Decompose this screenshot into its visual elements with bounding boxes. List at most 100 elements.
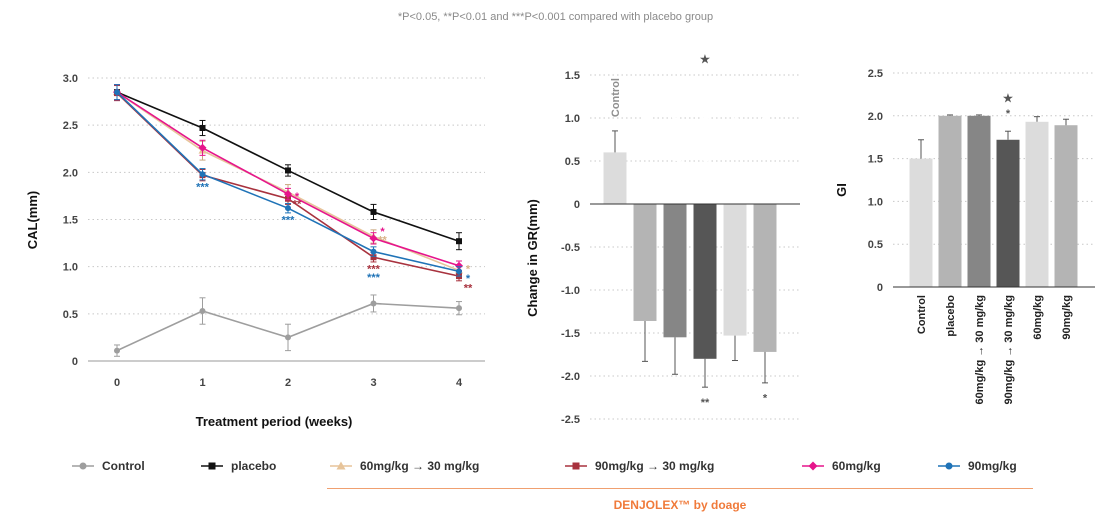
line-series-2 [116, 91, 460, 272]
gr-chart-significance-marker: ** [701, 397, 710, 409]
line-significance-marker: *** [367, 272, 381, 284]
gr-chart-category-label: 60mg/kg [730, 78, 742, 123]
line-data-point [370, 248, 377, 255]
line-chart-x-axis-title: Treatment period (weeks) [196, 414, 353, 429]
line-data-point [199, 308, 206, 315]
line-significance-marker: * [466, 273, 471, 285]
legend-label: placebo [231, 459, 277, 473]
legend-item-placebo: placebo [201, 456, 276, 476]
line-data-point [198, 143, 207, 152]
line-significance-marker: *** [196, 181, 210, 193]
line-significance-marker: ** [464, 282, 473, 294]
gr-chart-category-label: 90mg/kg [760, 78, 772, 123]
gr-chart-bar [753, 204, 777, 352]
line-chart-y-tick-label: 2.0 [63, 167, 78, 179]
legend-marker-icon [201, 462, 223, 470]
legend-label: 60mg/kg [832, 459, 881, 473]
line-data-point [285, 205, 291, 212]
gi-chart-bar [938, 115, 962, 287]
line-data-point [370, 208, 377, 215]
line-significance-marker: ** [293, 198, 302, 210]
gr-chart-category-label: 90mg/kg → 30 mg/kg [700, 78, 712, 187]
gi-chart-category-label: 90mg/kg [1061, 295, 1073, 340]
line-data-point [114, 347, 120, 354]
gr-chart-bar [663, 204, 687, 338]
legend-item-90-30: 90mg/kg → 30 mg/kg [565, 456, 714, 476]
legend-point [808, 461, 818, 471]
gr-chart-bar [603, 152, 627, 204]
line-chart-y-tick-label: 1.0 [63, 262, 78, 274]
gr-chart-category-label: 60mg/kg → 30 mg/kg [670, 78, 682, 187]
line-data-point [199, 124, 206, 131]
gr-chart-y-axis-title: Change in GR(mm) [525, 199, 540, 317]
legend-marker-icon [802, 461, 824, 471]
line-data-point [456, 238, 462, 245]
line-chart-y-tick-label: 1.5 [63, 215, 78, 227]
gr-chart-significance-marker: * [763, 393, 768, 405]
legend-label: 60mg/kg → 30 mg/kg [360, 459, 480, 473]
line-data-point [455, 261, 463, 270]
line-chart-y-tick-label: 3.0 [63, 73, 78, 85]
gi-chart-category-label: 60mg/kg [1032, 295, 1044, 340]
line-chart-y-tick-label: 0.5 [63, 309, 78, 321]
gi-chart-significance-marker: ★ [1002, 91, 1014, 106]
gi-chart-category-label: 90mg/kg → 30 mg/kg [1003, 295, 1015, 404]
gr-chart-y-tick-label: 1.0 [565, 113, 580, 125]
line-data-point [199, 171, 206, 178]
legend-label: 90mg/kg → 30 mg/kg [595, 459, 715, 473]
legend: Control placebo 60mg/kg → 30 mg/kg 90mg/… [0, 456, 1111, 480]
legend-point [208, 462, 216, 470]
brand-divider [327, 488, 1033, 489]
line-significance-marker: * [380, 226, 385, 238]
legend-item-60-30: 60mg/kg → 30 mg/kg [330, 456, 479, 476]
line-significance-marker: *** [367, 264, 381, 276]
line-significance-marker: * [295, 191, 300, 203]
line-series-4 [116, 91, 460, 267]
gr-chart-y-tick-label: -1.5 [561, 328, 580, 340]
gi-chart-bar [1025, 121, 1049, 288]
line-chart-y-tick-label: 2.5 [63, 120, 78, 132]
gr-chart-category-label: placebo [640, 78, 652, 120]
gi-chart-y-tick-label: 2.0 [868, 111, 883, 123]
line-significance-marker: * [466, 264, 471, 276]
line-chart-y-axis-title: CAL(mm) [25, 191, 40, 250]
legend-item-control: Control [72, 456, 145, 476]
legend-marker-icon [330, 461, 352, 470]
gi-chart-y-axis-title: GI [834, 183, 849, 197]
gi-chart-y-tick-label: 2.5 [868, 68, 883, 80]
gr-chart-y-tick-label: 0.5 [565, 156, 580, 168]
gr-chart-y-tick-label: 1.5 [565, 70, 580, 82]
legend-item-60: 60mg/kg [802, 456, 881, 476]
legend-marker-icon [72, 462, 94, 470]
gi-chart-y-tick-label: 0 [877, 282, 883, 294]
gi-chart-category-label: placebo [945, 295, 957, 337]
legend-marker-icon [565, 462, 587, 470]
line-chart-y-tick-label: 0 [72, 356, 78, 368]
gi-chart-y-tick-label: 1.5 [868, 154, 883, 166]
line-series-points [114, 89, 462, 275]
legend-point [336, 461, 346, 470]
gi-chart-bar [996, 139, 1020, 287]
gi-chart-category-label: 60mg/kg → 30 mg/kg [974, 295, 986, 404]
brand-label: DENJOLEX™ by doage [613, 498, 747, 512]
gr-chart-significance-marker: ★ [699, 52, 711, 67]
line-data-point [285, 334, 291, 341]
line-chart-x-tick-label: 3 [370, 377, 376, 389]
gi-chart-bar [909, 158, 933, 287]
legend-label: Control [102, 459, 145, 473]
legend-point [945, 462, 953, 470]
line-chart-x-tick-label: 4 [456, 377, 463, 389]
legend-item-90: 90mg/kg [938, 456, 1017, 476]
line-data-point [456, 268, 462, 275]
gr-chart-bar [693, 204, 717, 359]
gi-chart-bar [967, 115, 991, 287]
gr-chart-y-tick-label: -1.0 [561, 285, 580, 297]
line-series-points [113, 88, 463, 274]
gr-chart-bar [633, 204, 657, 321]
significance-footnote: *P<0.05, **P<0.01 and ***P<0.001 compare… [397, 11, 714, 23]
line-significance-marker: *** [282, 215, 296, 227]
gi-chart-category-label: Control [916, 295, 928, 334]
line-data-point [456, 305, 462, 312]
line-data-point [114, 89, 120, 96]
